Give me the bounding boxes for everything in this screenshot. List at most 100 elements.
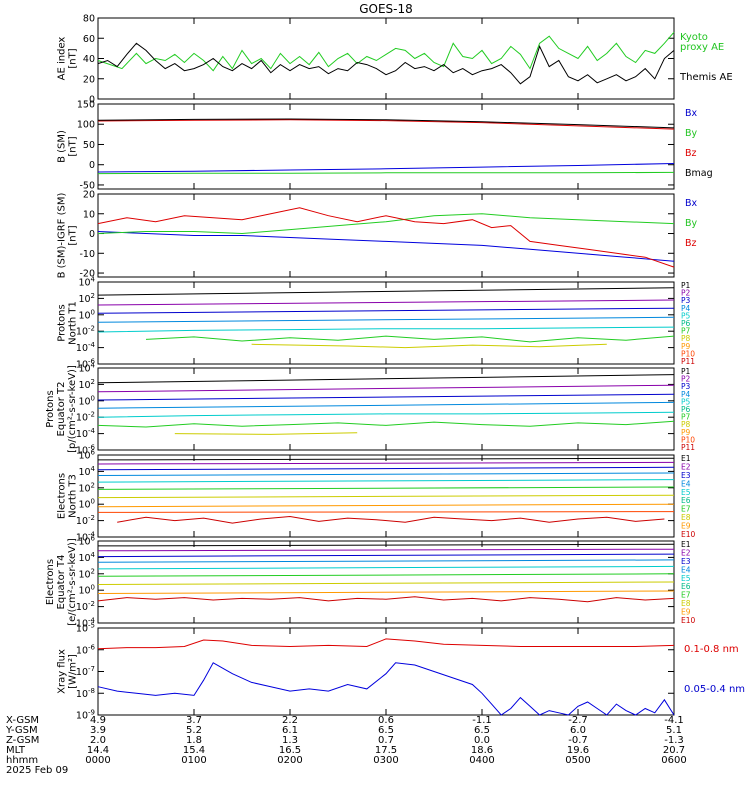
orbit-value: 0000 xyxy=(85,755,110,766)
series-e5 xyxy=(97,565,675,570)
series-e1 xyxy=(97,457,675,461)
y-axis-label: Electrons xyxy=(57,473,68,519)
series-p4 xyxy=(97,401,675,409)
orbit-value: 14.4 xyxy=(87,745,109,756)
series-e10 xyxy=(117,515,665,524)
y-axis-label: B (SM) xyxy=(57,130,68,163)
orbit-value: 20.7 xyxy=(663,745,685,756)
y-tick-label: 10-2 xyxy=(76,411,95,424)
panel-peq: 10-6 10-4 10-2 100 102 104 Protons Equator T2 [p… xyxy=(45,362,695,457)
legend-label: P5 xyxy=(681,311,691,320)
y-tick-label: 10 xyxy=(83,209,95,220)
y-tick-label: 100 xyxy=(78,584,95,597)
y-tick-label: 50 xyxy=(83,140,95,151)
legend-label: P3 xyxy=(681,296,691,305)
y-tick-label: 106 xyxy=(78,535,95,548)
series-p2 xyxy=(97,384,675,393)
y-tick-label: 100 xyxy=(78,498,95,511)
y-axis-label: [nT] xyxy=(68,136,79,156)
y-tick-label: 100 xyxy=(78,308,95,321)
y-tick-label: 10-2 xyxy=(76,514,95,527)
y-tick-label: 100 xyxy=(78,394,95,407)
y-tick-label: 20 xyxy=(83,190,95,201)
y-axis-label: [p/(cm²-s-sr-keV)] xyxy=(67,365,78,453)
legend-label: 0.05-0.4 nm xyxy=(684,684,745,695)
legend-label: P10 xyxy=(681,435,695,444)
orbit-value: 5.1 xyxy=(666,725,682,736)
series-p7 xyxy=(251,343,607,349)
legend-label: E2 xyxy=(681,548,691,557)
legend-label: E2 xyxy=(681,462,691,471)
legend-label: E3 xyxy=(681,557,691,566)
orbit-value: -1.1 xyxy=(472,715,492,726)
y-tick-label: 10-7 xyxy=(76,665,95,678)
legend-label: Bx xyxy=(685,108,698,119)
y-tick-label: 80 xyxy=(83,14,95,25)
y-axis-label: North T3 xyxy=(68,474,79,518)
legend-label: P2 xyxy=(681,289,691,298)
y-tick-label: 100 xyxy=(77,120,95,131)
legend-label: E7 xyxy=(681,505,691,514)
orbit-value: 0200 xyxy=(277,755,302,766)
series-e7 xyxy=(97,494,675,499)
legend-label: P6 xyxy=(681,319,691,328)
y-tick-label: 0 xyxy=(89,160,95,171)
legend-label: E1 xyxy=(681,540,691,549)
panel-xray: 10-9 10-8 10-7 10-6 10-5 Xray flux [W/m²] 0.1-0… xyxy=(57,622,746,722)
y-axis-label: Protons xyxy=(57,304,68,341)
legend-label: E10 xyxy=(681,616,696,625)
series-p5 xyxy=(97,411,675,418)
series-p3 xyxy=(97,307,675,314)
orbit-value: -0.7 xyxy=(568,735,588,746)
series-e8 xyxy=(97,590,675,594)
y-tick-label: 106 xyxy=(78,449,95,462)
panel-bdiff: -20 -10 0 10 20 B (SM)-IGRF (SM) [nT] Bx By Bz xyxy=(57,190,698,280)
legend-label: E10 xyxy=(681,530,696,539)
y-tick-label: -50 xyxy=(79,180,95,191)
legend-label: E4 xyxy=(681,565,691,574)
orbit-value: -2.7 xyxy=(568,715,588,726)
legend-label: proxy AE xyxy=(680,42,724,53)
series-bmag xyxy=(97,118,675,129)
panel-frame xyxy=(97,367,675,451)
legend-label: P7 xyxy=(681,327,691,336)
series-0-05-0-4-nm xyxy=(97,662,675,716)
y-tick-label: 40 xyxy=(83,54,95,65)
legend-label: P2 xyxy=(681,375,691,384)
orbit-row-label: Y-GSM xyxy=(5,725,38,736)
y-tick-label: 102 xyxy=(78,292,95,305)
y-tick-label: 10-2 xyxy=(76,325,95,338)
series-p1 xyxy=(97,287,675,296)
legend-label: 0.1-0.8 nm xyxy=(684,644,739,655)
y-tick-label: 20 xyxy=(83,74,95,85)
y-tick-label: 0 xyxy=(89,229,95,240)
y-tick-label: 10-2 xyxy=(76,600,95,613)
series-e9 xyxy=(97,596,675,603)
orbit-value: 5.2 xyxy=(186,725,202,736)
orbit-value: 6.1 xyxy=(282,725,298,736)
y-tick-label: -20 xyxy=(79,269,95,280)
y-tick-label: 60 xyxy=(83,34,95,45)
series-e9 xyxy=(97,511,675,513)
y-tick-label: 102 xyxy=(78,481,95,494)
y-tick-label: 10-6 xyxy=(76,444,96,457)
orbit-value: -1.3 xyxy=(664,735,684,746)
orbit-value: 2.2 xyxy=(282,715,298,726)
y-tick-label: 150 xyxy=(77,100,95,111)
panel-frame xyxy=(97,17,675,100)
series-p3 xyxy=(97,393,675,401)
series-themis-ae xyxy=(97,42,675,85)
orbit-value: 3.9 xyxy=(90,725,106,736)
series-p1 xyxy=(97,374,675,384)
legend-label: E1 xyxy=(681,454,691,463)
series-e3 xyxy=(97,553,675,558)
legend-label: E9 xyxy=(681,608,691,617)
series-by xyxy=(97,213,675,235)
orbit-value: 0.0 xyxy=(474,735,490,746)
y-tick-label: -10 xyxy=(79,249,95,260)
legend-label: P9 xyxy=(681,428,691,437)
legend-label: By xyxy=(685,218,698,229)
